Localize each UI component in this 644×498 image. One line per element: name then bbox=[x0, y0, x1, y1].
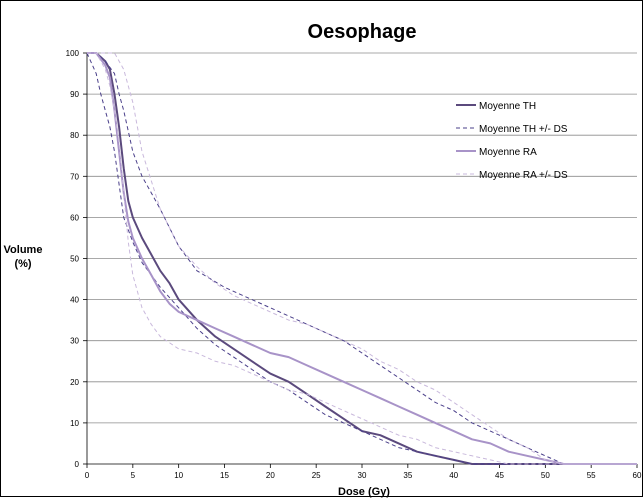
y-axis-label: Volume bbox=[4, 244, 43, 256]
y-tick-label: 30 bbox=[70, 337, 79, 346]
x-axis-label: Dose (Gy) bbox=[338, 486, 390, 498]
legend-label: Moyenne TH bbox=[479, 101, 536, 112]
x-tick-label: 35 bbox=[403, 471, 412, 480]
x-tick-label: 30 bbox=[358, 471, 367, 480]
y-tick-label: 20 bbox=[70, 378, 79, 387]
x-tick-label: 20 bbox=[266, 471, 275, 480]
y-tick-label: 60 bbox=[70, 213, 79, 222]
series-line-moyenne-ra-ds bbox=[87, 52, 637, 465]
grid bbox=[87, 52, 637, 424]
x-tick-label: 40 bbox=[449, 471, 458, 480]
y-tick-label: 50 bbox=[70, 255, 79, 264]
x-tick-label: 25 bbox=[312, 471, 321, 480]
y-tick-label: 0 bbox=[75, 460, 80, 469]
legend-label: Moyenne TH +/- DS bbox=[479, 124, 568, 135]
y-tick-label: 80 bbox=[70, 131, 79, 140]
x-tick-label: 10 bbox=[174, 471, 183, 480]
x-tick-label: 55 bbox=[587, 471, 596, 480]
x-tick-label: 5 bbox=[131, 471, 136, 480]
x-tick-label: 0 bbox=[85, 471, 90, 480]
y-tick-label: 40 bbox=[70, 296, 79, 305]
x-tick-label: 60 bbox=[633, 471, 642, 480]
x-tick-label: 45 bbox=[495, 471, 504, 480]
x-tick-label: 50 bbox=[541, 471, 550, 480]
chart-title: Oesophage bbox=[308, 21, 417, 43]
series-layer bbox=[86, 52, 637, 465]
series-line-moyenne-ra-ds-lower bbox=[87, 52, 637, 465]
y-tick-label: 100 bbox=[66, 49, 80, 58]
legend-label: Moyenne RA bbox=[479, 147, 537, 158]
y-tick-label: 90 bbox=[70, 90, 79, 99]
legend-label: Moyenne RA +/- DS bbox=[479, 170, 568, 181]
axes: 0 10 20 30 40 50 60 70 80 90 100 0 5 10 15 20 25 30 35 40 45… bbox=[66, 49, 642, 480]
legend: Moyenne TH Moyenne TH +/- DS Moyenne RA Moy… bbox=[456, 101, 568, 181]
y-tick-label: 70 bbox=[70, 172, 79, 181]
y-axis-unit-label: (%) bbox=[14, 258, 31, 270]
x-tick-label: 15 bbox=[220, 471, 229, 480]
y-tick-label: 10 bbox=[70, 419, 79, 428]
